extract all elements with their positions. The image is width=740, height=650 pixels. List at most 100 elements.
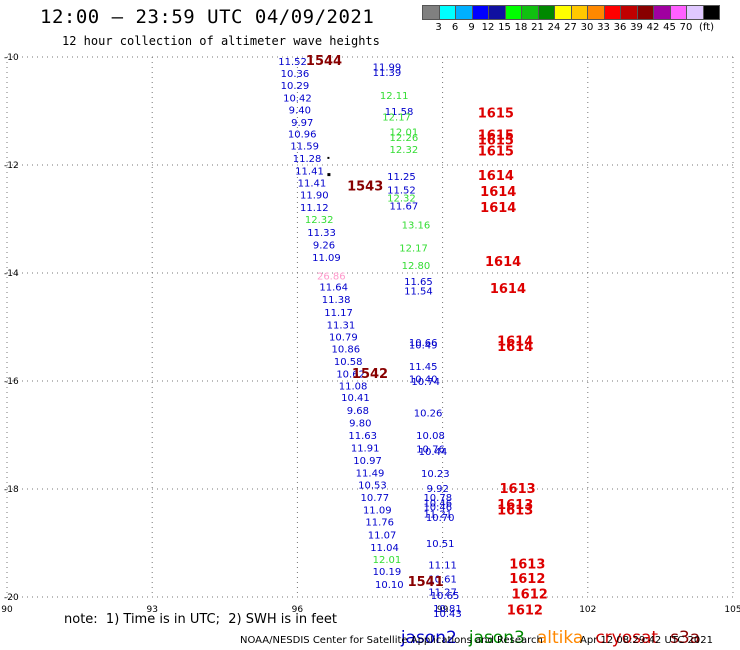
data-point-label: 11.09 (312, 253, 341, 264)
data-point-label: 11.28 (293, 154, 322, 165)
data-point-label: 13.16 (402, 220, 431, 231)
data-point-label: 12.01 (390, 128, 419, 139)
data-point-label: 11.65 (404, 277, 433, 288)
data-point-label: 1612 (509, 572, 545, 587)
data-point-label: 10.97 (353, 456, 382, 467)
data-point-label: 9.68 (347, 406, 369, 417)
data-point-label: 11.41 (295, 166, 324, 177)
data-point-label: 1613 (497, 504, 533, 519)
data-point-label: 10.74 (411, 377, 440, 388)
data-point-label: 10.65 (431, 591, 460, 602)
data-point-label: 11.12 (300, 203, 329, 214)
data-point-label: 10.29 (281, 81, 310, 92)
data-point-label: 10.78 (423, 493, 452, 504)
data-point-label: 1614 (480, 185, 516, 200)
y-tick-label: -16 (4, 377, 19, 387)
x-tick-label: 102 (579, 605, 596, 615)
data-point-label: 11.17 (324, 308, 353, 319)
data-point-label: 12.17 (399, 244, 428, 255)
data-point-label: 11.11 (428, 561, 457, 572)
data-point-label: 11.45 (409, 362, 438, 373)
data-point-label: 12.01 (373, 555, 402, 566)
data-point-label: 10.62 (336, 369, 365, 380)
colorbar-label: 9 (468, 22, 475, 33)
data-point-label: 1613 (509, 558, 545, 573)
data-point-label: 10.81 (433, 604, 462, 615)
legend-jason2: jason2 (400, 628, 457, 648)
legend-cryosat: cryosat (595, 628, 659, 648)
data-point-label: 11.07 (368, 530, 397, 541)
data-point-label: 11.99 (373, 63, 402, 74)
data-point-label: 12.32 (387, 193, 416, 204)
data-point-label: 11.64 (319, 283, 348, 294)
data-point-label: 10.51 (426, 539, 455, 550)
data-point-label: 1615 (478, 145, 514, 160)
data-point-label: 1615 (478, 128, 514, 143)
data-point-label: 11.90 (300, 191, 329, 202)
data-point-label: 11.63 (348, 431, 377, 442)
plot-axes: 90 93 96 99 102 105 -10 -12 -14 -16 -18 -20 (1, 53, 740, 615)
colorbar-label: (ft) (698, 22, 715, 33)
data-point-label: 11.59 (290, 142, 319, 153)
data-point-label: 10.46 (423, 502, 452, 513)
data-point-label: 10.58 (334, 357, 363, 368)
data-point-label: 11.27 (428, 588, 457, 599)
x-tick-label: 90 (1, 605, 13, 615)
chart-title: 12:00 – 23:59 UTC 04/09/2021 (40, 6, 375, 28)
data-point-label: 10.86 (331, 345, 360, 356)
x-tick-label: 105 (724, 605, 740, 615)
data-point-label: 11.33 (307, 228, 336, 239)
colorbar-label: 21 (531, 22, 544, 33)
data-point-label: 11.04 (370, 543, 399, 554)
legend-altika: altika (536, 628, 584, 648)
data-point-label: 11.52 (387, 185, 416, 196)
data-point-label: 10.36 (281, 69, 310, 80)
data-point-label: 1614 (478, 169, 514, 184)
data-point-label: 10.96 (288, 130, 317, 141)
plot-grid (6, 56, 734, 598)
data-point-label: 10.26 (414, 408, 443, 419)
data-point-label: 10.49 (409, 340, 438, 351)
data-point-label: 9.40 (289, 105, 311, 116)
data-point-label: 1543 (347, 180, 383, 195)
legend-jason3: jason3 (468, 628, 525, 648)
data-point-label: 10.66 (409, 338, 438, 349)
x-tick-label: 93 (146, 605, 157, 615)
data-point-label: 11.54 (404, 286, 433, 297)
data-point-label: 1542 (352, 367, 388, 382)
y-tick-label: -18 (4, 485, 19, 495)
credit-line: NOAA/NESDIS Center for Satellite Applica… (240, 635, 543, 646)
data-point-label: 10.19 (373, 567, 402, 578)
data-point-label: 12.32 (305, 215, 334, 226)
x-tick-label: 99 (437, 605, 449, 615)
colorbar-label: 24 (547, 22, 561, 33)
point-marker (327, 173, 331, 177)
plot-points: 11.5210.3610.2910.429.409.9710.9611.5911… (278, 54, 548, 620)
data-point-label: 1613 (497, 498, 533, 513)
data-point-label: 9.80 (349, 419, 371, 430)
data-point-label: 1615 (478, 107, 514, 122)
colorbar-label: 42 (646, 22, 660, 33)
data-point-label: 10.61 (428, 575, 457, 586)
data-point-label: 12.26 (390, 133, 419, 144)
colorbar-label: 15 (498, 22, 511, 33)
colorbar-label: 30 (580, 22, 594, 33)
data-point-label: 11.52 (278, 57, 307, 68)
data-point-label: 10.41 (341, 393, 370, 404)
colorbar-label: 6 (451, 22, 459, 33)
data-point-label: 11.41 (298, 178, 327, 189)
y-tick-label: -12 (4, 161, 19, 171)
data-point-label: 11.91 (351, 443, 380, 454)
data-point-label: 10.10 (375, 580, 404, 591)
data-point-label: 11.21 (423, 509, 452, 520)
x-tick-label: 96 (292, 605, 304, 615)
data-point-label: 11.08 (339, 381, 368, 392)
data-point-label: 11.25 (387, 172, 416, 183)
data-point-label: 12.80 (402, 261, 431, 272)
footnote: note: 1) Time is in UTC; 2) SWH is in fe… (64, 612, 337, 627)
data-point-label: 10.46 (423, 499, 452, 510)
data-point-label: 10.44 (419, 447, 448, 458)
data-point-label: 1614 (480, 201, 516, 216)
data-point-label: 10.79 (329, 333, 358, 344)
